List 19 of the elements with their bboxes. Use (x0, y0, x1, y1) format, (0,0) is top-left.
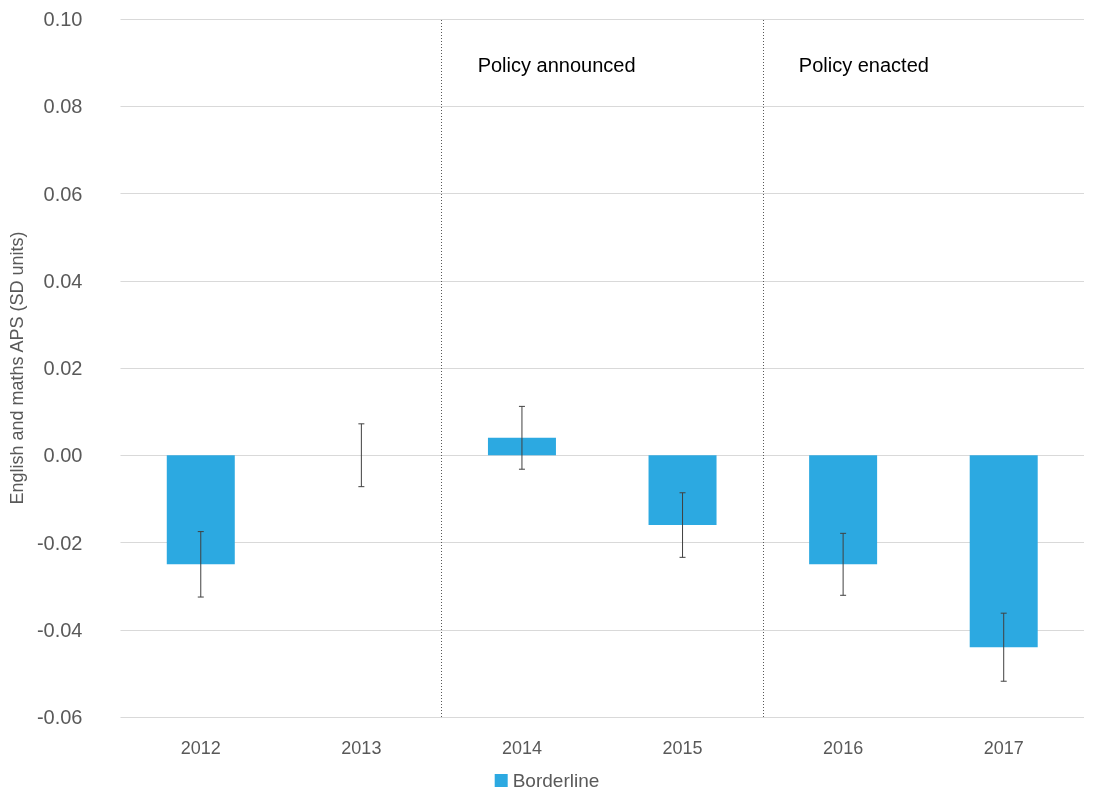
x-tick-label: 2014 (501, 738, 542, 758)
x-tick-label: 2016 (823, 738, 864, 758)
y-tick-label: -0.02 (36, 531, 83, 554)
y-tick-label: 0.04 (43, 269, 83, 292)
y-tick-label: 0.02 (43, 357, 83, 379)
y-tick-label: -0.06 (36, 706, 83, 728)
x-tick-label: 2012 (180, 738, 221, 758)
y-tick-label: 0.10 (43, 8, 83, 30)
y-axis-title: English and maths APS (SD units) (7, 231, 27, 505)
y-tick-label: 0.08 (43, 95, 83, 118)
legend-label: Borderline (512, 770, 600, 791)
x-tick-label: 2017 (983, 738, 1024, 758)
ref-line-label: Policy enacted (798, 54, 929, 76)
y-tick-label: 0.06 (43, 182, 83, 205)
y-tick-label: -0.04 (36, 618, 83, 641)
x-tick-label: 2015 (662, 738, 703, 758)
ref-line-label: Policy announced (477, 54, 636, 76)
x-tick-label: 2013 (341, 738, 382, 758)
y-tick-label: 0.00 (43, 444, 83, 467)
